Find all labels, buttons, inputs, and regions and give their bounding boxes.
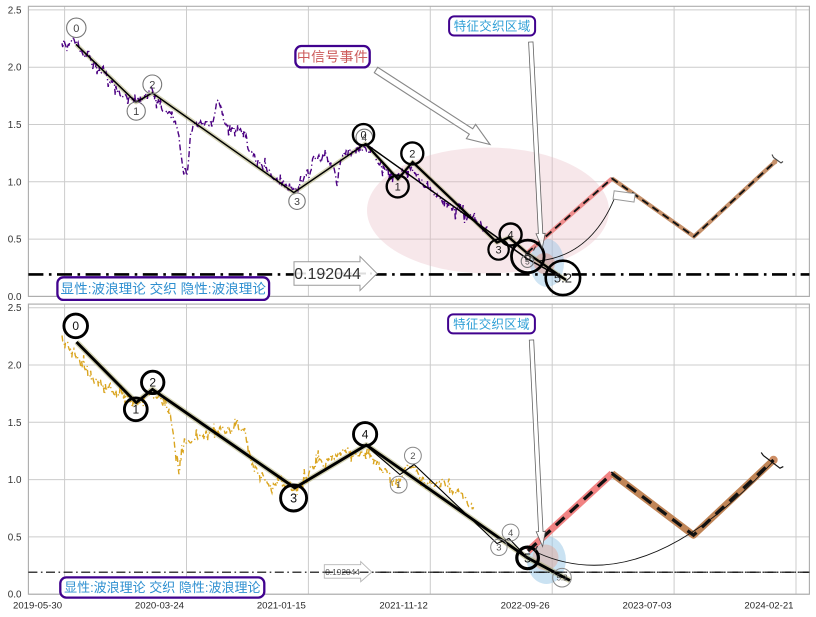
- svg-text:4: 4: [362, 133, 368, 144]
- svg-text:特征交织区域: 特征交织区域: [454, 18, 531, 33]
- svg-text:1.0: 1.0: [8, 475, 22, 486]
- svg-text:2.0: 2.0: [8, 63, 22, 74]
- svg-text:0.192044: 0.192044: [294, 266, 361, 283]
- svg-text:4: 4: [508, 528, 513, 539]
- svg-text:2019-05-30: 2019-05-30: [13, 601, 62, 612]
- svg-text:2.5: 2.5: [8, 5, 22, 16]
- svg-text:1: 1: [396, 480, 401, 491]
- svg-text:0.5: 0.5: [8, 235, 22, 246]
- svg-text:3: 3: [496, 244, 502, 256]
- svg-text:0: 0: [360, 130, 366, 142]
- svg-text:显性:波浪理论 交织 隐性:波浪理论: 显性:波浪理论 交织 隐性:波浪理论: [61, 280, 267, 296]
- svg-text:2021-11-12: 2021-11-12: [379, 601, 427, 612]
- svg-text:0: 0: [73, 23, 79, 35]
- svg-text:2024-02-21: 2024-02-21: [744, 601, 793, 612]
- svg-text:2: 2: [149, 376, 156, 390]
- svg-text:特征交织区域: 特征交织区域: [453, 316, 530, 331]
- svg-text:4: 4: [362, 428, 369, 442]
- svg-text:1: 1: [395, 181, 401, 193]
- svg-text:0.0: 0.0: [8, 590, 22, 601]
- svg-text:2.0: 2.0: [8, 360, 22, 371]
- svg-text:5.2: 5.2: [554, 271, 572, 286]
- svg-text:1.5: 1.5: [8, 120, 22, 131]
- svg-text:2020-03-24: 2020-03-24: [135, 601, 185, 612]
- svg-text:2: 2: [149, 79, 155, 91]
- svg-text:4: 4: [508, 229, 514, 241]
- svg-text:中信号事件: 中信号事件: [297, 49, 368, 65]
- svg-text:2021-01-15: 2021-01-15: [257, 601, 306, 612]
- svg-text:3: 3: [290, 492, 297, 506]
- svg-text:2: 2: [410, 451, 415, 462]
- svg-text:0: 0: [72, 319, 79, 333]
- svg-text:5.2: 5.2: [556, 574, 568, 583]
- svg-text:5: 5: [524, 250, 531, 264]
- svg-text:2.5: 2.5: [8, 303, 22, 314]
- svg-text:5: 5: [524, 551, 531, 566]
- svg-text:1.5: 1.5: [8, 418, 22, 429]
- svg-text:1.0: 1.0: [8, 177, 22, 188]
- svg-text:3: 3: [496, 543, 501, 554]
- svg-text:0.5: 0.5: [8, 532, 22, 543]
- svg-text:0.0: 0.0: [8, 292, 22, 303]
- svg-text:1: 1: [133, 106, 139, 118]
- svg-text:显性:波浪理论 交织 隐性:波浪理论: 显性:波浪理论 交织 隐性:波浪理论: [64, 580, 260, 595]
- svg-text:3: 3: [294, 196, 300, 208]
- svg-text:2022-09-26: 2022-09-26: [501, 601, 550, 612]
- svg-text:1: 1: [132, 403, 139, 417]
- svg-text:2023-07-03: 2023-07-03: [623, 601, 672, 612]
- svg-text:5: 5: [525, 256, 530, 266]
- svg-text:2: 2: [409, 148, 415, 160]
